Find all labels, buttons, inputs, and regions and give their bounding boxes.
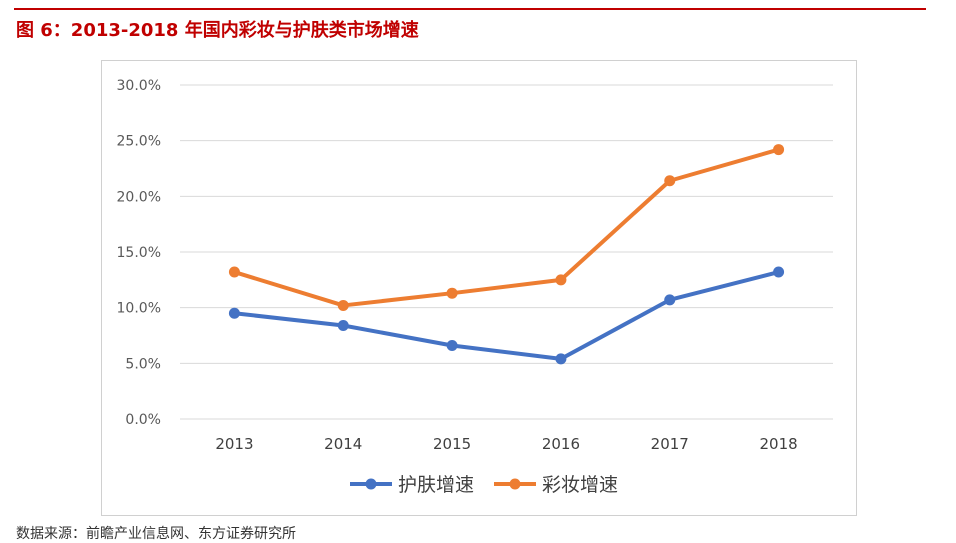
data-point — [773, 266, 785, 278]
x-tick-label: 2015 — [433, 435, 471, 453]
x-tick-label: 2013 — [215, 435, 253, 453]
legend: 护肤增速 彩妆增速 — [350, 474, 618, 496]
data-point — [337, 299, 349, 311]
y-tick-labels: 0.0% 5.0% 10.0% 15.0% 20.0% 25.0% 30.0% — [117, 78, 161, 428]
data-point — [773, 144, 785, 156]
x-tick-label: 2017 — [651, 435, 689, 453]
data-source: 数据来源：前瞻产业信息网、东方证券研究所 — [16, 526, 296, 542]
legend-swatch-marker — [509, 478, 521, 490]
top-rule — [14, 8, 926, 10]
data-point — [555, 274, 567, 286]
legend-label: 彩妆增速 — [542, 474, 618, 496]
data-point — [446, 340, 458, 352]
legend-swatch-marker — [365, 478, 377, 490]
data-point — [664, 294, 676, 306]
y-tick-label: 30.0% — [117, 78, 161, 94]
y-tick-label: 5.0% — [125, 356, 161, 372]
grid-layer — [180, 84, 833, 420]
chart-frame — [101, 60, 857, 516]
data-point — [664, 175, 676, 187]
series-line-1 — [232, 270, 781, 361]
data-point — [337, 319, 349, 331]
y-tick-label: 10.0% — [117, 301, 161, 317]
figure-title: 图 6：2013-2018 年国内彩妆与护肤类市场增速 — [16, 20, 419, 41]
x-tick-label: 2016 — [542, 435, 580, 453]
legend-label: 护肤增速 — [398, 474, 474, 496]
series-line-2 — [232, 147, 781, 308]
x-tick-label: 2014 — [324, 435, 362, 453]
y-tick-label: 25.0% — [117, 134, 161, 150]
series-layer — [228, 144, 785, 365]
data-point — [555, 353, 567, 365]
data-point — [446, 287, 458, 299]
y-tick-label: 20.0% — [117, 189, 161, 205]
x-tick-label: 2018 — [759, 435, 797, 453]
data-point — [228, 307, 240, 319]
data-point — [228, 266, 240, 278]
y-tick-label: 0.0% — [125, 412, 161, 428]
x-tick-labels: 2013 2014 2015 2016 2017 2018 — [215, 435, 797, 453]
y-tick-label: 15.0% — [117, 245, 161, 261]
